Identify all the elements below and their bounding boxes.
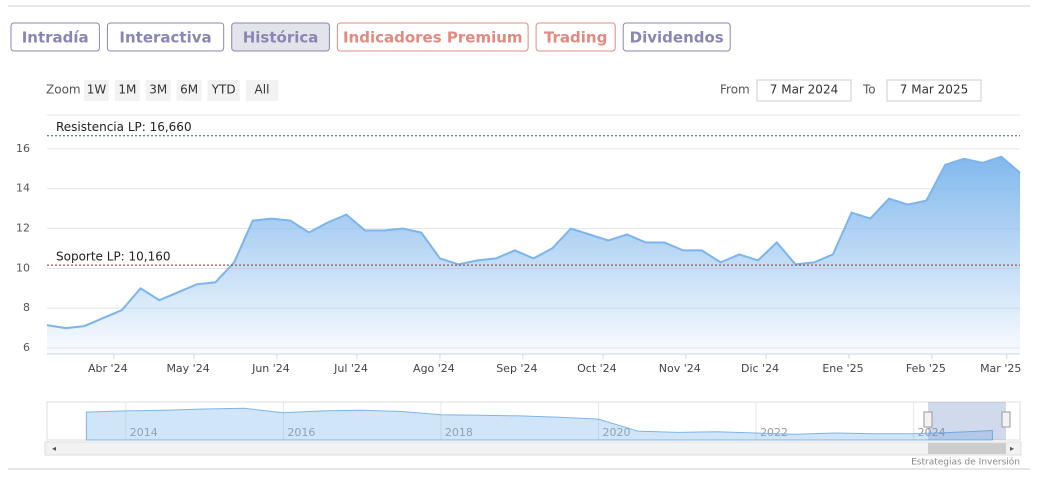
annotation-label: Resistencia LP: 16,660 xyxy=(56,120,192,134)
x-tick-label: Oct '24 xyxy=(577,362,617,375)
y-tick-label: 10 xyxy=(16,261,30,274)
x-tick-label: Sep '24 xyxy=(496,362,537,375)
area xyxy=(47,156,1020,354)
scroll-right[interactable]: ▸ xyxy=(1010,444,1014,453)
from-label: From xyxy=(720,83,750,97)
x-tick-label: May '24 xyxy=(166,362,209,375)
tab[interactable] xyxy=(106,22,225,52)
to-date[interactable]: 7 Mar 2025 xyxy=(900,83,968,97)
tab[interactable] xyxy=(10,22,100,52)
navigator-handle[interactable] xyxy=(923,411,933,428)
y-tick-label: 16 xyxy=(16,142,30,155)
y-tick-label: 6 xyxy=(23,341,30,354)
from-date[interactable]: 7 Mar 2024 xyxy=(770,83,838,97)
x-tick-label: Jun '24 xyxy=(251,362,290,375)
zoom-button-label[interactable]: All xyxy=(255,83,270,97)
navigator-window[interactable] xyxy=(928,402,1006,440)
zoom-button[interactable] xyxy=(245,80,279,101)
to-label: To xyxy=(862,83,876,97)
tab-label[interactable]: Trading xyxy=(544,29,607,47)
zoom-button[interactable] xyxy=(176,80,202,101)
navigator-tick-label: 2022 xyxy=(760,426,788,439)
annotation-label: Soporte LP: 10,160 xyxy=(56,250,171,264)
line xyxy=(46,155,1021,330)
navigator-tick-label: 2024 xyxy=(918,426,946,439)
y-tick-label: 12 xyxy=(16,222,30,235)
y-tick-label: 14 xyxy=(16,182,30,195)
tab[interactable] xyxy=(336,22,529,52)
to-input[interactable] xyxy=(886,79,982,102)
x-tick-label: Mar '25 xyxy=(980,362,1021,375)
x-tick-label: Ene '25 xyxy=(822,362,863,375)
zoom-button-label[interactable]: 1W xyxy=(87,83,107,97)
tab[interactable] xyxy=(535,22,616,52)
zoom-button[interactable] xyxy=(114,80,140,101)
tab-label[interactable]: Histórica xyxy=(243,29,319,47)
zoom-label: Zoom xyxy=(46,83,81,97)
scroll-left[interactable]: ◂ xyxy=(52,444,56,453)
x-tick-label: Dic '24 xyxy=(741,362,779,375)
scrollbar[interactable] xyxy=(44,441,1022,456)
footer: Estrategias de Inversión xyxy=(911,457,1020,468)
x-tick-label: Abr '24 xyxy=(88,362,128,375)
zoom-button-label[interactable]: 6M xyxy=(180,83,198,97)
navigator-tick-label: 2018 xyxy=(445,426,473,439)
y-tick-label: 8 xyxy=(23,301,30,314)
tab[interactable] xyxy=(622,22,731,52)
tab-label[interactable]: Interactiva xyxy=(119,29,211,47)
navigator-handle[interactable] xyxy=(1001,411,1011,428)
x-tick-label: Nov '24 xyxy=(659,362,701,375)
tab-label[interactable]: Intradía xyxy=(22,29,89,47)
from-input[interactable] xyxy=(756,79,852,102)
navigator-area xyxy=(85,407,993,441)
x-tick-label: Feb '25 xyxy=(906,362,946,375)
tab-label[interactable]: Indicadores Premium xyxy=(343,29,523,47)
zoom-button-label[interactable]: 3M xyxy=(149,83,167,97)
tab[interactable] xyxy=(231,22,330,52)
zoom-button-label[interactable]: YTD xyxy=(211,83,236,97)
x-tick-label: Ago '24 xyxy=(413,362,455,375)
zoom-button[interactable] xyxy=(145,80,171,101)
zoom-button-label[interactable]: 1M xyxy=(118,83,136,97)
tab-label[interactable]: Dividendos xyxy=(630,29,724,47)
x-tick-label: Jul '24 xyxy=(333,362,368,375)
navigator-tick-label: 2020 xyxy=(602,426,630,439)
scroll-thumb[interactable] xyxy=(928,443,1006,454)
zoom-button[interactable] xyxy=(207,80,240,101)
zoom-button[interactable] xyxy=(84,80,109,101)
navigator-tick-label: 2014 xyxy=(130,426,158,439)
navigator-tick-label: 2016 xyxy=(287,426,315,439)
